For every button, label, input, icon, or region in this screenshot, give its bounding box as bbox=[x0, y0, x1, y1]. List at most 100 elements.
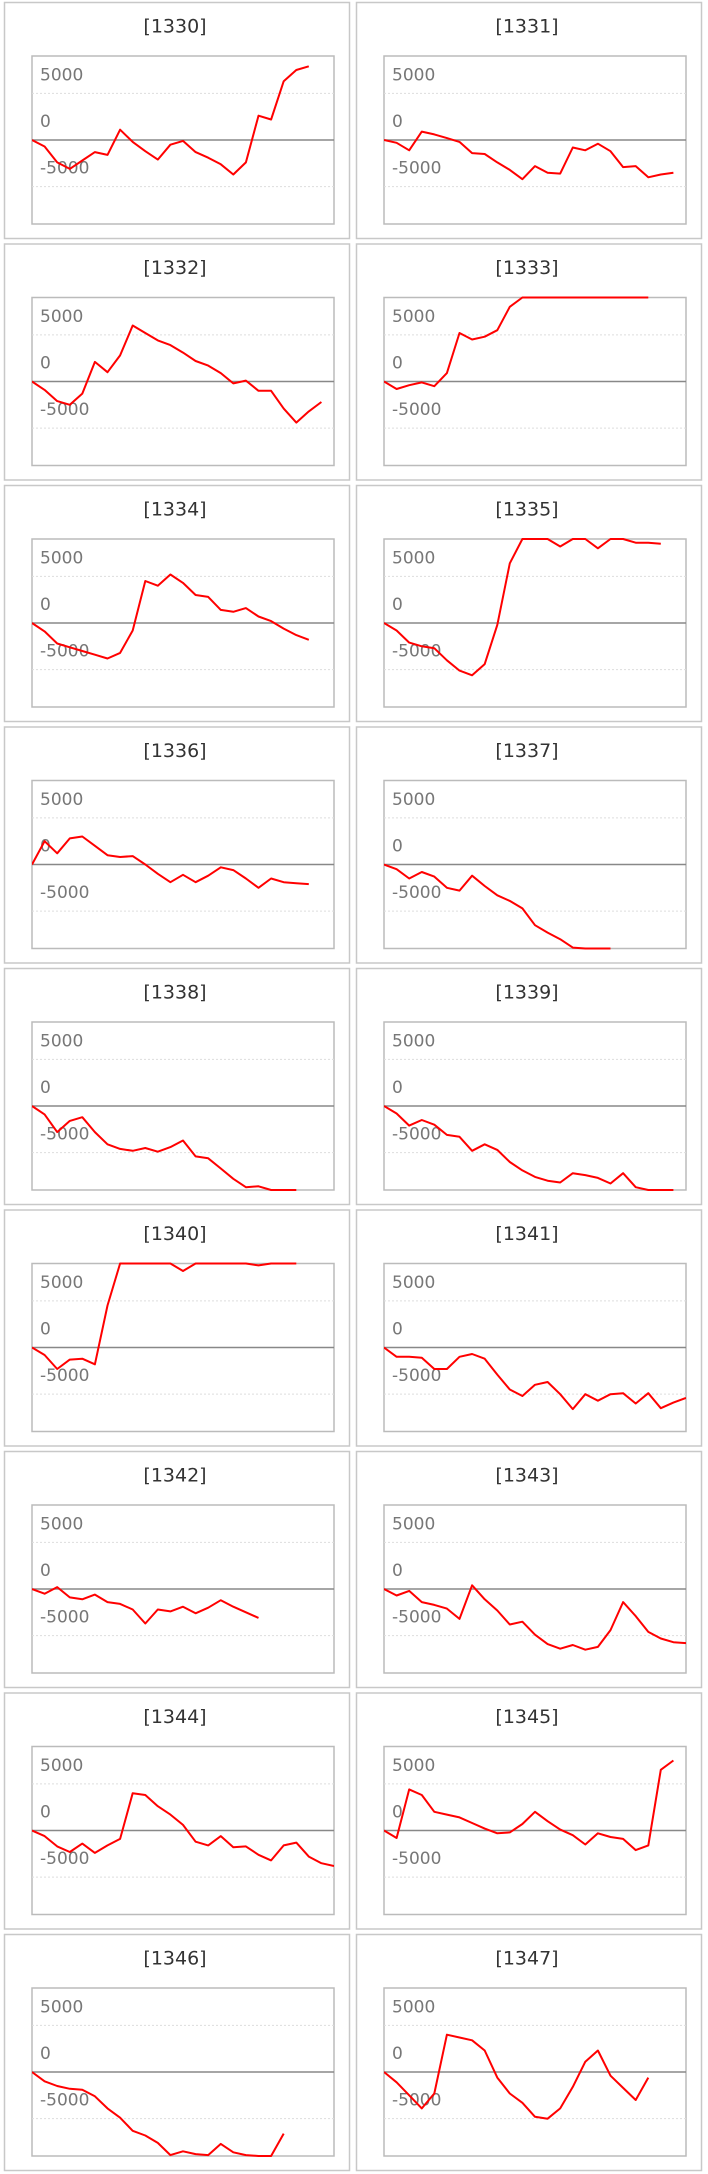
y-tick-label: 0 bbox=[392, 595, 403, 615]
data-line bbox=[384, 1346, 686, 1411]
panel: [1347] -5000 0 5000 bbox=[355, 1933, 703, 2172]
y-tick-label: -5000 bbox=[392, 400, 441, 420]
y-tick-label: 5000 bbox=[40, 1273, 83, 1293]
panel-border bbox=[3, 1, 351, 240]
panel: [1334] -5000 0 5000 bbox=[3, 484, 351, 723]
panel-border bbox=[3, 1933, 351, 2172]
y-tick-label: 0 bbox=[40, 354, 51, 374]
y-tick-label: 0 bbox=[392, 1561, 403, 1581]
data-line bbox=[384, 130, 674, 181]
data-line bbox=[32, 324, 322, 424]
chart-title: [1334] bbox=[143, 499, 206, 521]
y-tick-label: 0 bbox=[392, 1320, 403, 1340]
y-tick-label: -5000 bbox=[392, 1608, 441, 1628]
y-tick-label: 5000 bbox=[40, 790, 83, 810]
data-line bbox=[384, 296, 649, 390]
y-tick-label: 5000 bbox=[40, 1756, 83, 1776]
y-tick-label: 0 bbox=[392, 2044, 403, 2064]
panel: [1336] -5000 0 5000 bbox=[3, 726, 351, 964]
panel-border bbox=[3, 726, 351, 964]
y-tick-label: 0 bbox=[40, 1803, 51, 1823]
chart-title: [1335] bbox=[495, 499, 558, 521]
panel: [1333] -5000 0 5000 bbox=[355, 243, 703, 481]
y-tick-label: 5000 bbox=[40, 65, 83, 85]
y-tick-label: -5000 bbox=[392, 1849, 441, 1869]
data-line bbox=[32, 835, 309, 889]
panel-border bbox=[355, 1, 703, 240]
data-line bbox=[384, 863, 611, 950]
y-tick-label: -5000 bbox=[392, 159, 441, 179]
y-tick-label: -5000 bbox=[40, 1608, 89, 1628]
y-tick-label: 0 bbox=[40, 1561, 51, 1581]
y-tick-label: 0 bbox=[392, 1078, 403, 1098]
y-tick-label: 5000 bbox=[392, 307, 435, 327]
y-tick-label: 5000 bbox=[392, 1273, 435, 1293]
chart-title: [1333] bbox=[495, 257, 558, 279]
panel-border bbox=[355, 1450, 703, 1689]
y-tick-label: 5000 bbox=[392, 1997, 435, 2017]
y-tick-label: 0 bbox=[40, 2044, 51, 2064]
panel-border bbox=[355, 1933, 703, 2172]
panel: [1344] -5000 0 5000 bbox=[3, 1692, 351, 1930]
panel: [1339] -5000 0 5000 bbox=[355, 967, 703, 1206]
y-tick-label: 0 bbox=[392, 354, 403, 374]
data-line bbox=[384, 2033, 650, 2120]
y-tick-label: -5000 bbox=[40, 642, 89, 662]
chart-title: [1341] bbox=[495, 1223, 558, 1245]
panel: [1345] -5000 0 5000 bbox=[355, 1692, 703, 1930]
chart-title: [1336] bbox=[143, 740, 206, 762]
panel: [1332] -5000 0 5000 bbox=[3, 243, 351, 481]
chart-title: [1330] bbox=[143, 16, 206, 38]
chart-title: [1347] bbox=[495, 1948, 558, 1970]
panel-border bbox=[355, 967, 703, 1206]
y-tick-label: 5000 bbox=[392, 1514, 435, 1534]
panel-border bbox=[355, 1209, 703, 1447]
y-tick-label: 0 bbox=[392, 837, 403, 857]
panel-border bbox=[3, 1692, 351, 1930]
y-tick-label: 0 bbox=[40, 112, 51, 132]
panel-border bbox=[3, 1450, 351, 1689]
panel: [1338] -5000 0 5000 bbox=[3, 967, 351, 1206]
y-tick-label: -5000 bbox=[40, 883, 89, 903]
data-line bbox=[32, 1792, 334, 1867]
y-tick-label: 5000 bbox=[392, 65, 435, 85]
panel: [1341] -5000 0 5000 bbox=[355, 1209, 703, 1447]
chart-title: [1338] bbox=[143, 982, 206, 1004]
chart-title: [1345] bbox=[495, 1706, 558, 1728]
data-line bbox=[32, 1586, 259, 1625]
y-tick-label: 5000 bbox=[40, 1997, 83, 2017]
y-tick-label: 5000 bbox=[392, 1031, 435, 1051]
y-tick-label: 0 bbox=[40, 1078, 51, 1098]
y-tick-label: 5000 bbox=[392, 1756, 435, 1776]
y-tick-label: -5000 bbox=[40, 1125, 89, 1145]
y-tick-label: -5000 bbox=[40, 1849, 89, 1869]
chart-title: [1342] bbox=[143, 1465, 206, 1487]
y-tick-label: 5000 bbox=[392, 790, 435, 810]
y-tick-label: 0 bbox=[40, 837, 51, 857]
panel: [1346] -5000 0 5000 bbox=[3, 1933, 351, 2172]
data-line bbox=[32, 573, 310, 660]
chart-title: [1332] bbox=[143, 257, 206, 279]
y-tick-label: 5000 bbox=[40, 307, 83, 327]
panel-border bbox=[355, 243, 703, 481]
panel: [1337] -5000 0 5000 bbox=[355, 726, 703, 964]
panel: [1343] -5000 0 5000 bbox=[355, 1450, 703, 1689]
panel-border bbox=[3, 1209, 351, 1447]
data-line bbox=[384, 1759, 674, 1852]
y-tick-label: -5000 bbox=[392, 1125, 441, 1145]
y-tick-label: -5000 bbox=[40, 400, 89, 420]
panel-border bbox=[3, 484, 351, 723]
chart-title: [1337] bbox=[495, 740, 558, 762]
chart-title: [1343] bbox=[495, 1465, 558, 1487]
data-line bbox=[384, 1584, 686, 1651]
y-tick-label: 5000 bbox=[40, 1514, 83, 1534]
data-line bbox=[32, 1105, 297, 1191]
panel: [1331] -5000 0 5000 bbox=[355, 1, 703, 240]
chart-title: [1340] bbox=[143, 1223, 206, 1245]
y-tick-label: -5000 bbox=[392, 883, 441, 903]
y-tick-label: -5000 bbox=[40, 1366, 89, 1386]
y-tick-label: 5000 bbox=[392, 548, 435, 568]
